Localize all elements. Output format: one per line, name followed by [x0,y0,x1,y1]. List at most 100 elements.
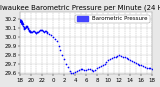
Point [50,34,52,36]
Point [81,68,84,70]
Point [25,25,28,27]
Point [22,25,24,27]
Point [92,70,95,72]
Point [26,26,28,28]
Point [116,55,119,56]
Point [40,29,42,30]
Point [90,69,93,71]
Point [32,30,35,31]
Point [65,63,67,64]
Point [135,62,137,63]
Point [46,33,49,34]
Point [63,58,65,60]
Point [140,65,143,66]
Point [19,20,21,22]
Point [83,69,86,71]
Point [44,30,46,31]
Point [36,32,39,33]
Point [19,21,22,22]
Title: Milwaukee Barometric Pressure per Minute (24 Hours): Milwaukee Barometric Pressure per Minute… [0,4,160,11]
Point [20,21,23,22]
Legend: Barometric Pressure: Barometric Pressure [75,15,150,23]
Point [129,59,132,61]
Point [19,19,22,21]
Point [98,67,100,68]
Point [30,31,32,32]
Point [85,69,87,71]
Point [19,20,21,22]
Point [54,38,56,39]
Point [87,68,89,70]
Point [37,31,40,32]
Point [55,41,58,42]
Point [20,20,22,22]
Point [68,70,71,72]
Point [74,71,76,72]
Point [88,68,91,70]
Point [20,19,22,21]
Point [43,31,45,32]
Point [94,69,97,71]
Point [59,50,62,51]
Point [151,68,154,70]
Point [41,29,43,30]
Point [105,61,108,63]
Point [20,22,23,23]
Point [76,70,78,72]
Point [118,54,120,55]
Point [103,63,106,64]
Point [25,25,28,27]
Point [35,33,38,34]
Point [33,32,36,33]
Point [19,19,21,21]
Point [61,54,64,55]
Point [20,20,22,22]
Point [70,72,73,73]
Point [42,30,44,31]
Point [79,68,82,70]
Point [114,56,117,57]
Point [27,29,30,30]
Point [21,22,23,23]
Point [31,31,33,32]
Point [19,20,22,22]
Point [122,56,124,57]
Point [107,59,109,61]
Point [52,36,54,38]
Point [66,67,69,68]
Point [127,58,130,60]
Point [39,29,41,30]
Point [26,27,29,29]
Point [19,20,21,22]
Point [29,30,31,31]
Point [34,33,37,34]
Point [29,30,32,31]
Point [147,67,150,69]
Point [20,23,23,24]
Point [109,58,111,60]
Point [138,64,141,65]
Point [144,67,146,68]
Point [25,26,27,28]
Point [20,22,23,23]
Point [38,30,40,31]
Point [23,27,25,29]
Point [21,23,24,24]
Point [24,27,27,29]
Point [32,30,34,31]
Point [28,30,30,31]
Point [133,61,135,63]
Point [23,28,26,30]
Point [19,20,22,22]
Point [27,28,29,30]
Point [20,20,22,22]
Point [21,22,23,23]
Point [142,66,144,67]
Point [124,57,126,58]
Point [20,21,22,22]
Point [20,20,23,22]
Point [112,57,115,58]
Point [28,31,31,32]
Point [24,27,26,29]
Point [149,67,152,69]
